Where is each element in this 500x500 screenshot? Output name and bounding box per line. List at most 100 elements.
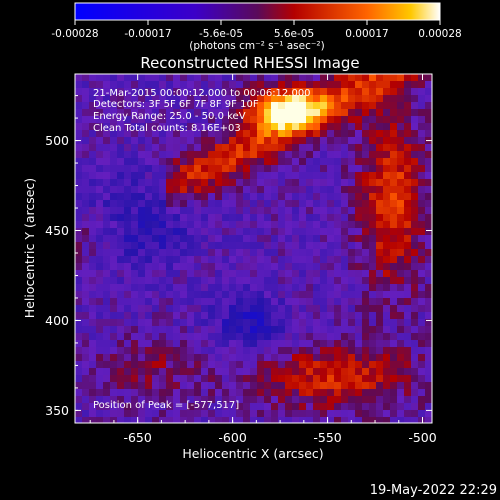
heatmap-cell xyxy=(306,368,313,375)
heatmap-cell xyxy=(376,95,383,102)
heatmap-cell xyxy=(208,74,215,81)
heatmap-cell xyxy=(145,312,152,319)
heatmap-cell xyxy=(124,354,131,361)
heatmap-cell xyxy=(103,382,110,389)
heatmap-cell xyxy=(194,242,201,249)
heatmap-cell xyxy=(166,137,173,144)
heatmap-cell xyxy=(222,354,229,361)
heatmap-cell xyxy=(271,130,278,137)
heatmap-cell xyxy=(306,389,313,396)
heatmap-cell xyxy=(201,410,208,417)
heatmap-cell xyxy=(145,305,152,312)
heatmap-cell xyxy=(418,102,425,109)
heatmap-cell xyxy=(369,179,376,186)
heatmap-cell xyxy=(166,354,173,361)
heatmap-cell xyxy=(404,298,411,305)
heatmap-cell xyxy=(110,116,117,123)
heatmap-cell xyxy=(187,144,194,151)
heatmap-cell xyxy=(418,200,425,207)
heatmap-cell xyxy=(103,102,110,109)
heatmap-cell xyxy=(166,179,173,186)
heatmap-cell xyxy=(257,403,264,410)
heatmap-cell xyxy=(411,417,418,423)
heatmap-cell xyxy=(418,263,425,270)
heatmap-cell xyxy=(411,179,418,186)
heatmap-cell xyxy=(278,312,285,319)
heatmap-cell xyxy=(215,228,222,235)
heatmap-cell xyxy=(250,298,257,305)
heatmap-cell xyxy=(166,130,173,137)
heatmap-cell xyxy=(397,354,404,361)
heatmap-cell xyxy=(236,158,243,165)
heatmap-cell xyxy=(285,249,292,256)
heatmap-cell xyxy=(341,123,348,130)
heatmap-cell xyxy=(103,284,110,291)
heatmap-cell xyxy=(236,116,243,123)
heatmap-cell xyxy=(376,123,383,130)
heatmap-cell xyxy=(222,74,229,81)
heatmap-cell xyxy=(152,172,159,179)
heatmap-cell xyxy=(313,242,320,249)
heatmap-cell xyxy=(82,193,89,200)
heatmap-cell xyxy=(117,361,124,368)
heatmap-cell xyxy=(243,354,250,361)
heatmap-cell xyxy=(341,298,348,305)
heatmap-cell xyxy=(124,158,131,165)
heatmap-cell xyxy=(222,242,229,249)
heatmap-cell xyxy=(264,312,271,319)
heatmap-cell xyxy=(292,361,299,368)
heatmap-cell xyxy=(355,81,362,88)
heatmap-cell xyxy=(89,361,96,368)
heatmap-cell xyxy=(138,193,145,200)
heatmap-cell xyxy=(187,137,194,144)
heatmap-cell xyxy=(397,361,404,368)
heatmap-cell xyxy=(306,347,313,354)
heatmap-cell xyxy=(138,74,145,81)
heatmap-cell xyxy=(257,158,264,165)
heatmap-cell xyxy=(159,326,166,333)
heatmap-cell xyxy=(82,319,89,326)
heatmap-cell xyxy=(411,228,418,235)
heatmap-cell xyxy=(250,256,257,263)
heatmap-cell xyxy=(110,340,117,347)
heatmap-cell xyxy=(348,186,355,193)
heatmap-cell xyxy=(369,249,376,256)
heatmap-cell xyxy=(250,95,257,102)
heatmap-cell xyxy=(75,235,82,242)
heatmap-cell xyxy=(313,291,320,298)
heatmap-cell xyxy=(131,284,138,291)
heatmap-cell xyxy=(110,270,117,277)
heatmap-cell xyxy=(103,109,110,116)
heatmap-cell xyxy=(152,319,159,326)
heatmap-cell xyxy=(75,228,82,235)
heatmap-cell xyxy=(257,410,264,417)
heatmap-cell xyxy=(222,193,229,200)
heatmap-cell xyxy=(187,319,194,326)
heatmap-cell xyxy=(229,172,236,179)
heatmap-cell xyxy=(222,186,229,193)
heatmap-cell xyxy=(145,326,152,333)
heatmap-cell xyxy=(82,396,89,403)
heatmap-cell xyxy=(222,235,229,242)
heatmap-cell xyxy=(201,207,208,214)
heatmap-cell xyxy=(131,228,138,235)
heatmap-cell xyxy=(250,130,257,137)
heatmap-cell xyxy=(117,102,124,109)
heatmap-cell xyxy=(89,312,96,319)
heatmap-cell xyxy=(271,340,278,347)
heatmap-cell xyxy=(229,263,236,270)
heatmap-cell xyxy=(166,389,173,396)
heatmap-cell xyxy=(236,235,243,242)
heatmap-cell xyxy=(390,326,397,333)
heatmap-cell xyxy=(278,305,285,312)
heatmap-cell xyxy=(313,116,320,123)
heatmap-cell xyxy=(348,81,355,88)
heatmap-cell xyxy=(243,228,250,235)
heatmap-cell xyxy=(152,95,159,102)
heatmap-cell xyxy=(411,368,418,375)
heatmap-cell xyxy=(187,333,194,340)
heatmap-cell xyxy=(117,158,124,165)
heatmap-cell xyxy=(124,172,131,179)
heatmap-cell xyxy=(152,333,159,340)
heatmap-cell xyxy=(390,277,397,284)
